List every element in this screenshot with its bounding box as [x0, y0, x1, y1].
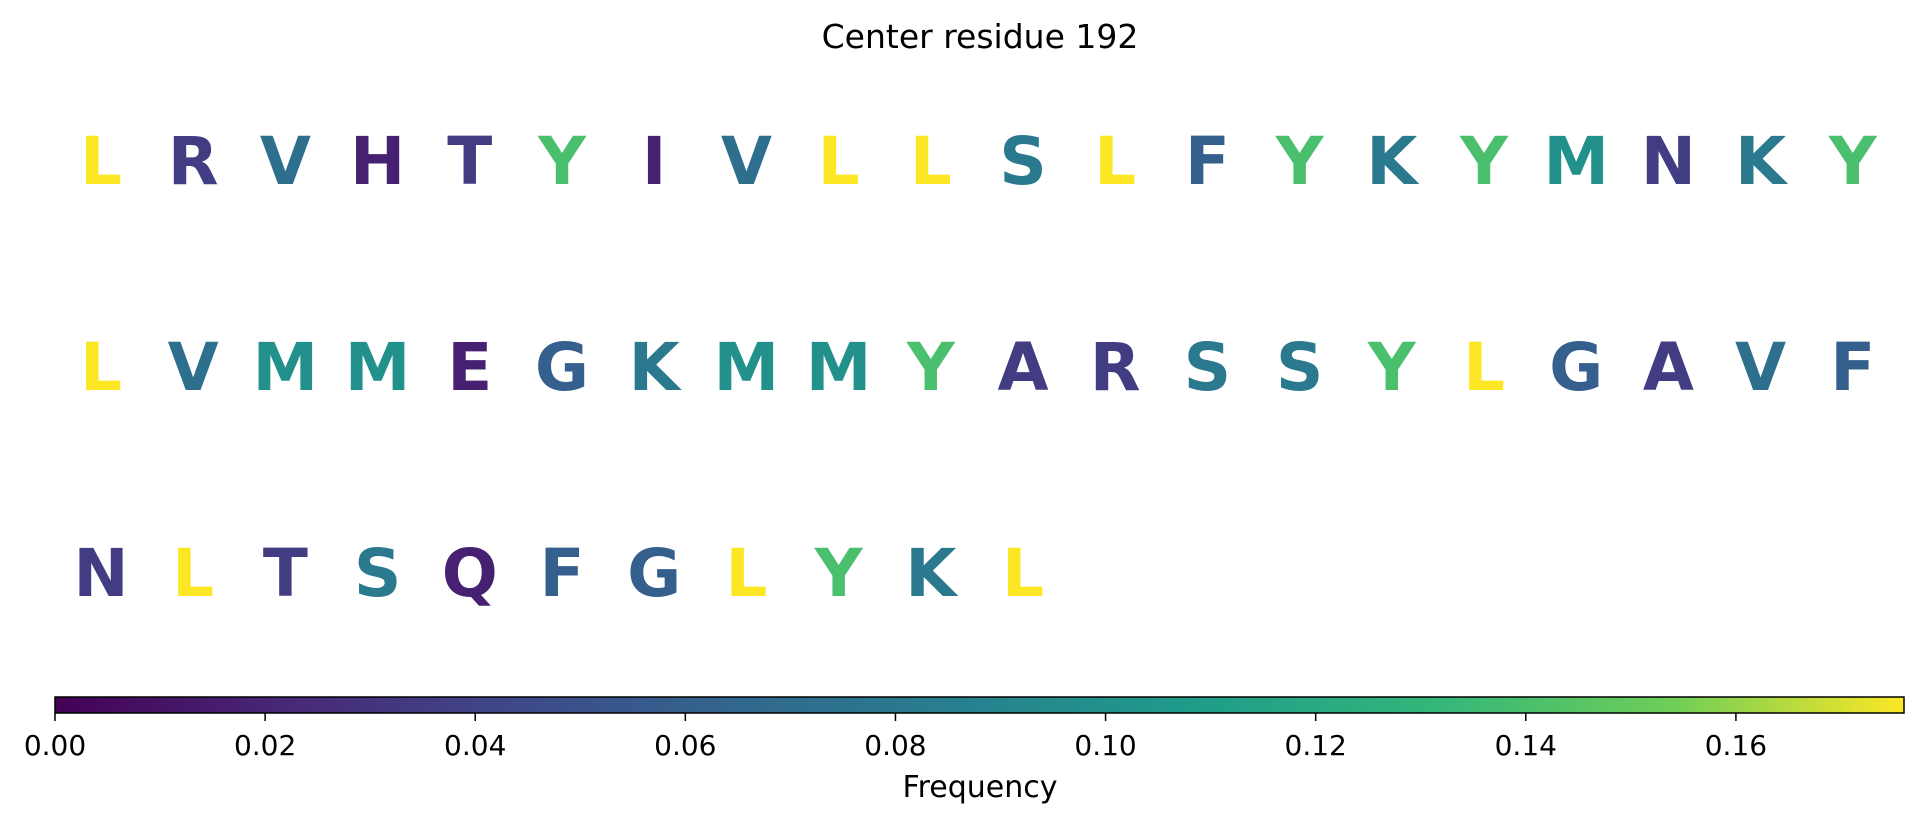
residue-letter: V — [1735, 329, 1786, 406]
residue-letter: L — [80, 123, 122, 200]
residue-letter: V — [260, 123, 311, 200]
residue-letter: G — [1549, 329, 1603, 406]
colorbar-tick-label: 0.14 — [1495, 729, 1557, 762]
colorbar-tick-label: 0.16 — [1705, 729, 1767, 762]
colorbar-tick-label: 0.12 — [1285, 729, 1347, 762]
residue-letter: V — [721, 123, 772, 200]
residue-letter: L — [1094, 123, 1136, 200]
residue-letter: K — [905, 535, 959, 612]
residue-letter: K — [629, 329, 683, 406]
residue-letter: M — [714, 329, 780, 406]
colorbar-label: Frequency — [903, 770, 1058, 805]
residue-letter: A — [997, 329, 1048, 406]
colorbar-tick-label: 0.10 — [1074, 729, 1136, 762]
colorbar-gradient — [54, 696, 1905, 714]
residue-letter: Y — [814, 535, 864, 612]
residue-letter: Q — [442, 535, 498, 612]
residue-letter: Y — [906, 329, 956, 406]
colorbar-ticks: 0.00 0.02 0.04 0.06 0.08 0.10 0.12 0.14 0.16 — [24, 713, 1767, 762]
residue-letter: M — [253, 329, 319, 406]
residue-letter: T — [263, 535, 308, 612]
colorbar-tick-label: 0.06 — [654, 729, 716, 762]
colorbar-tick-label: 0.04 — [444, 729, 506, 762]
residue-letter: F — [1185, 123, 1230, 200]
residue-letter: L — [725, 535, 767, 612]
residue-letter: R — [1090, 329, 1141, 406]
residue-letter: G — [535, 329, 589, 406]
residue-letter: F — [1830, 329, 1875, 406]
residue-letter: L — [910, 123, 952, 200]
residue-grid: L R V H T Y I V L L S L F Y K Y M N K YL V M M E G K M M Y A R S S Y L G A V F… — [73, 123, 1878, 612]
residue-letter: I — [642, 123, 667, 200]
residue-letter: Y — [1275, 123, 1325, 200]
residue-letter: L — [172, 535, 214, 612]
residue-letter: K — [1735, 123, 1789, 200]
colorbar-tick-label: 0.00 — [24, 729, 86, 762]
residue-letter: R — [168, 123, 219, 200]
chart-title: Center residue 192 — [822, 17, 1139, 56]
residue-letter: S — [354, 535, 402, 612]
residue-letter: Y — [1828, 123, 1878, 200]
residue-letter: M — [806, 329, 872, 406]
residue-letter: A — [1643, 329, 1694, 406]
residue-letter: M — [345, 329, 411, 406]
residue-letter: L — [1463, 329, 1505, 406]
residue-letter: K — [1366, 123, 1420, 200]
residue-letter: Y — [537, 123, 587, 200]
residue-letter: T — [447, 123, 492, 200]
residue-letter: Y — [1367, 329, 1417, 406]
colorbar-tick-label: 0.08 — [864, 729, 926, 762]
residue-letter: L — [1002, 535, 1044, 612]
residue-letter: M — [1543, 123, 1609, 200]
residue-letter: H — [350, 123, 405, 200]
colorbar-tick-label: 0.02 — [234, 729, 296, 762]
residue-letter: E — [447, 329, 492, 406]
residue-letter: N — [1641, 123, 1696, 200]
residue-letter: S — [1184, 329, 1232, 406]
residue-letter: L — [818, 123, 860, 200]
residue-letter: N — [73, 535, 128, 612]
residue-letter: F — [539, 535, 584, 612]
colorbar: 0.00 0.02 0.04 0.06 0.08 0.10 0.12 0.14 0.16 Fre… — [24, 696, 1905, 805]
residue-letter: V — [168, 329, 219, 406]
residue-letter: G — [627, 535, 681, 612]
residue-letter: L — [80, 329, 122, 406]
residue-letter: S — [999, 123, 1047, 200]
residue-letter: Y — [1459, 123, 1509, 200]
residue-letter: S — [1276, 329, 1324, 406]
